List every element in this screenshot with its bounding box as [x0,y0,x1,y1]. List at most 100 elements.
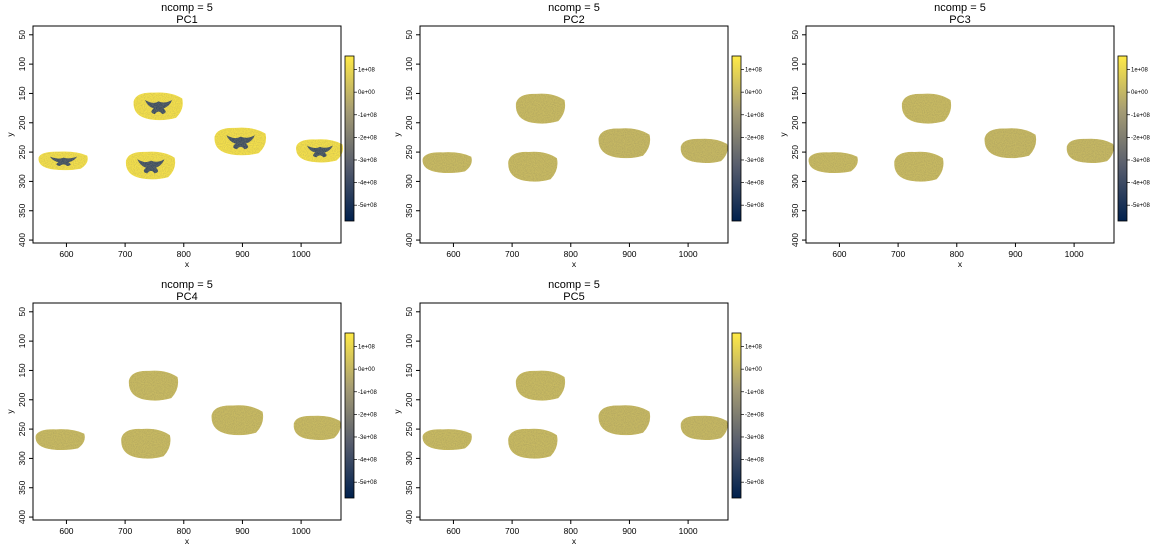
tissue-section-5 [293,415,341,440]
tissue-section-2 [515,93,566,124]
colorbar-tick-label: -5e+08 [1131,203,1151,209]
colorbar-tick-label: 0e+00 [358,367,376,373]
y-tick-label: 100 [17,57,27,71]
colorbar-tick-label: -1e+08 [1131,113,1151,119]
tissue-section-2 [515,370,566,401]
tissue-section-1 [808,152,858,174]
colorbar-tick-label: 1e+08 [745,68,763,74]
y-tick-label: 250 [17,145,27,159]
section-texture [1066,139,1114,163]
colorbar-tick-label: 0e+00 [745,367,763,373]
y-tick-label: 200 [17,115,27,129]
plot-frame [419,25,729,244]
colorbar-tick-label: -3e+08 [1131,158,1151,164]
y-tick-label: 250 [17,422,27,436]
y-tick-label: 200 [404,115,414,129]
tissue-section-1 [38,151,88,171]
x-tick-label: 900 [235,526,249,536]
tissue-section-1 [422,429,472,451]
y-tick-label: 300 [17,174,27,188]
panel-subtitle: PC5 [563,291,584,303]
tissue-section-3 [894,151,944,182]
x-tick-label: 900 [1008,249,1022,259]
y-tick-label: 150 [17,363,27,377]
tissue-section-4 [211,405,264,436]
colorbar-tick-label: -4e+08 [745,181,765,187]
x-tick-label: 800 [177,526,191,536]
colorbar [344,55,355,222]
colorbar-tick-label: -3e+08 [358,158,378,164]
panel-subtitle: PC3 [949,14,970,26]
x-tick-label: 900 [622,526,636,536]
x-axis-label: x [185,259,190,269]
colorbar-tick-label: -5e+08 [358,480,378,486]
colorbar [344,332,355,499]
section-texture [984,128,1036,158]
y-tick-label: 300 [790,174,800,188]
x-tick-label: 600 [446,249,460,259]
tissue-section-5 [296,139,343,163]
colorbar-tick-label: -1e+08 [358,390,378,396]
y-tick-label: 400 [17,233,27,247]
colorbar-tick-label: -3e+08 [745,435,765,441]
colorbar-tick-label: -5e+08 [745,203,765,209]
panel-subtitle: PC4 [176,291,197,303]
colorbar-tick-label: -2e+08 [1131,135,1151,141]
colorbar-tick-label: -4e+08 [745,458,765,464]
y-tick-label: 200 [17,392,27,406]
panel-title: ncomp = 5 [934,2,986,14]
x-tick-label: 800 [177,249,191,259]
y-tick-label: 350 [790,203,800,217]
section-core-texture [137,159,165,174]
tissue-section-2 [133,92,183,121]
colorbar-tick-label: 1e+08 [745,345,763,351]
y-tick-label: 50 [790,30,800,40]
x-tick-label: 700 [505,249,519,259]
y-tick-label: 200 [790,115,800,129]
x-tick-label: 1000 [292,249,311,259]
panel-subtitle: PC2 [563,14,584,26]
colorbar [1117,55,1128,222]
section-texture [598,405,650,435]
y-tick-label: 250 [790,145,800,159]
section-texture [508,429,558,459]
tissue-section-4 [598,405,651,436]
y-tick-label: 350 [17,480,27,494]
x-tick-label: 700 [118,249,132,259]
section-core-texture [144,100,173,115]
x-tick-label: 1000 [679,526,698,536]
section-texture [35,429,85,450]
section-texture [121,429,171,459]
colorbar-tick-label: -2e+08 [745,412,765,418]
y-tick-label: 150 [17,86,27,100]
y-tick-label: 400 [17,510,27,524]
x-axis-label: x [958,259,963,269]
y-tick-label: 100 [790,57,800,71]
section-texture [516,370,565,401]
panel-subtitle: PC1 [176,14,197,26]
x-tick-label: 800 [564,249,578,259]
plot-frame [419,302,729,521]
section-texture [129,370,178,401]
section-texture [508,152,558,182]
x-axis-label: x [572,259,577,269]
x-axis-label: x [572,536,577,546]
colorbar-tick-label: -4e+08 [358,181,378,187]
y-tick-label: 400 [404,233,414,247]
y-tick-label: 300 [17,451,27,465]
colorbar-tick-label: -4e+08 [1131,181,1151,187]
colorbar-tick-label: -5e+08 [358,203,378,209]
section-texture [598,128,650,158]
plot-frame [805,25,1115,244]
x-tick-label: 700 [505,526,519,536]
colorbar-tick-label: 0e+00 [745,90,763,96]
colorbar-tick-label: -4e+08 [358,458,378,464]
y-tick-label: 300 [404,174,414,188]
y-tick-label: 300 [404,451,414,465]
y-tick-label: 150 [790,86,800,100]
y-axis-label: y [392,132,402,137]
y-axis-label: y [5,132,15,137]
colorbar-tick-label: -3e+08 [745,158,765,164]
